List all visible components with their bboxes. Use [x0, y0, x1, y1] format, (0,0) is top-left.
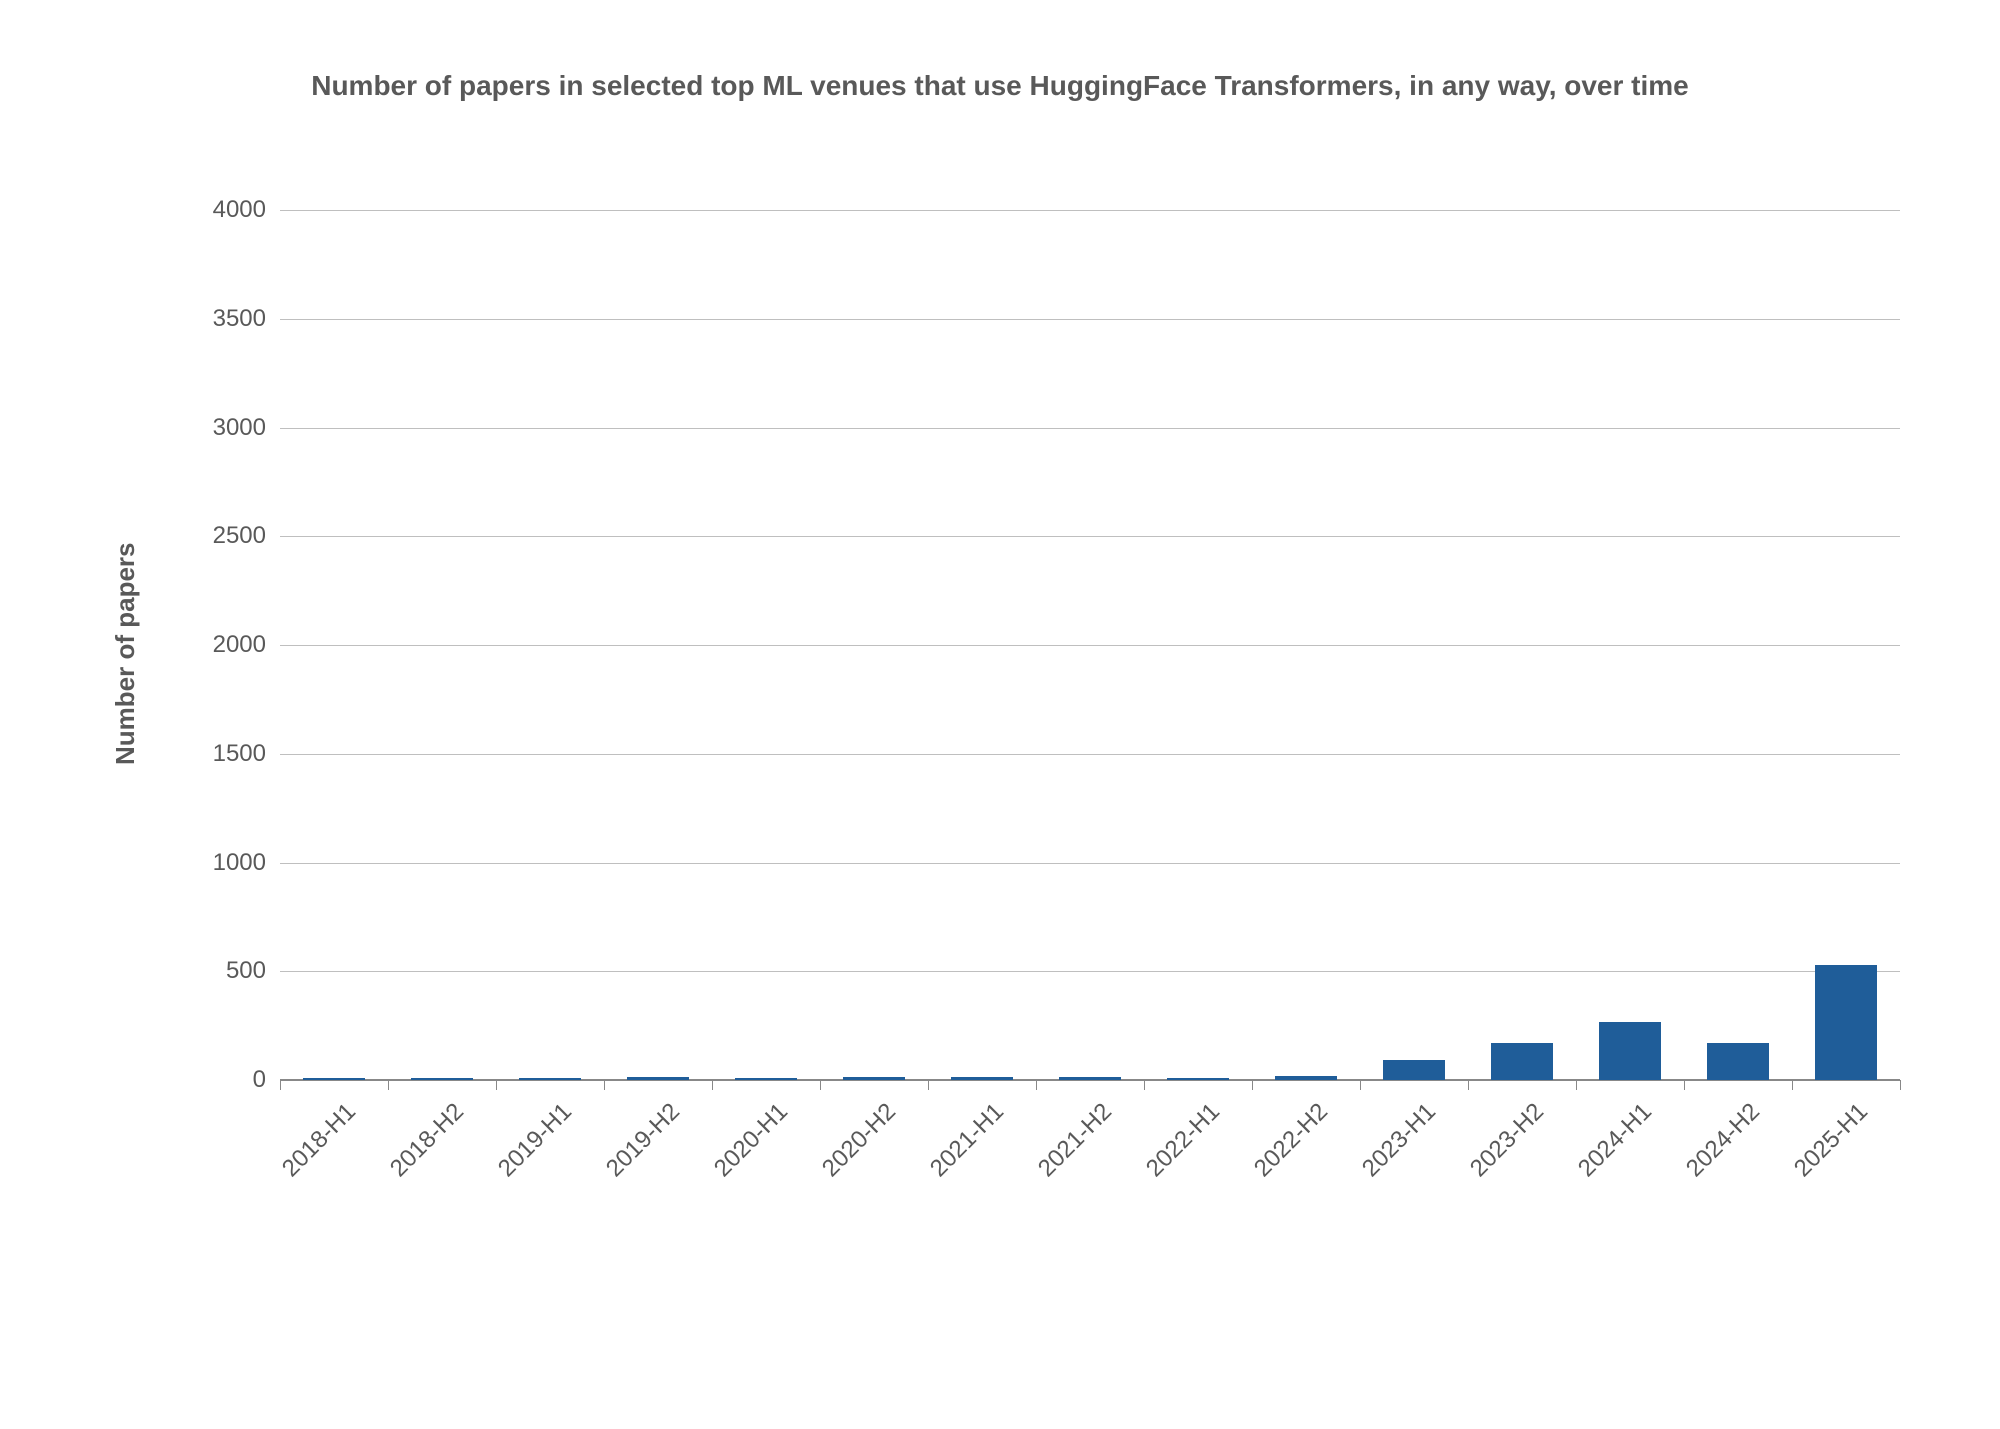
bar: [1707, 1043, 1770, 1080]
bar: [843, 1077, 906, 1080]
y-axis-title: Number of papers: [110, 543, 141, 766]
x-tick: [1252, 1080, 1253, 1090]
x-tick: [604, 1080, 605, 1090]
grid-line: [280, 428, 1900, 429]
x-tick: [1036, 1080, 1037, 1090]
x-tick: [280, 1080, 281, 1090]
chart-title: Number of papers in selected top ML venu…: [0, 70, 2000, 102]
bar: [1815, 965, 1878, 1080]
x-tick-label: 2025-H1: [1789, 1098, 1874, 1183]
bar: [1167, 1078, 1230, 1080]
x-tick: [1684, 1080, 1685, 1090]
bar: [1383, 1060, 1446, 1080]
x-tick-label: 2020-H1: [709, 1098, 794, 1183]
x-tick-label: 2019-H1: [493, 1098, 578, 1183]
x-tick-label: 2023-H2: [1465, 1098, 1550, 1183]
x-tick-label: 2021-H2: [1033, 1098, 1118, 1183]
grid-line: [280, 210, 1900, 211]
chart-container: Number of papers in selected top ML venu…: [0, 0, 2000, 1429]
x-tick: [1576, 1080, 1577, 1090]
x-tick: [1792, 1080, 1793, 1090]
bar: [519, 1078, 582, 1080]
x-tick-label: 2019-H2: [601, 1098, 686, 1183]
y-tick-label: 0: [253, 1066, 280, 1094]
x-tick-label: 2018-H1: [277, 1098, 362, 1183]
bar: [1599, 1022, 1662, 1080]
y-tick-label: 500: [226, 957, 280, 985]
grid-line: [280, 971, 1900, 972]
bar: [1491, 1043, 1554, 1080]
x-tick: [928, 1080, 929, 1090]
x-tick: [1360, 1080, 1361, 1090]
grid-line: [280, 754, 1900, 755]
x-tick: [712, 1080, 713, 1090]
x-tick-label: 2024-H2: [1681, 1098, 1766, 1183]
x-tick: [1468, 1080, 1469, 1090]
x-tick-label: 2023-H1: [1357, 1098, 1442, 1183]
x-tick-label: 2022-H1: [1141, 1098, 1226, 1183]
bar: [951, 1077, 1014, 1080]
y-tick-label: 4000: [213, 196, 280, 224]
grid-line: [280, 863, 1900, 864]
x-tick-label: 2018-H2: [385, 1098, 470, 1183]
bar: [1059, 1077, 1122, 1080]
x-tick: [1144, 1080, 1145, 1090]
bar: [735, 1078, 798, 1080]
x-tick-label: 2021-H1: [925, 1098, 1010, 1183]
x-tick: [820, 1080, 821, 1090]
x-tick-label: 2020-H2: [817, 1098, 902, 1183]
x-tick-label: 2024-H1: [1573, 1098, 1658, 1183]
bar: [411, 1078, 474, 1080]
x-tick: [388, 1080, 389, 1090]
x-tick: [496, 1080, 497, 1090]
grid-line: [280, 319, 1900, 320]
plot-area: 050010001500200025003000350040002018-H12…: [280, 210, 1900, 1080]
grid-line: [280, 645, 1900, 646]
x-tick-label: 2022-H2: [1249, 1098, 1334, 1183]
y-tick-label: 3000: [213, 414, 280, 442]
y-tick-label: 2000: [213, 631, 280, 659]
bar: [627, 1077, 690, 1080]
y-tick-label: 1000: [213, 849, 280, 877]
grid-line: [280, 536, 1900, 537]
bar: [303, 1078, 366, 1080]
x-tick: [1900, 1080, 1901, 1090]
y-tick-label: 1500: [213, 740, 280, 768]
y-tick-label: 3500: [213, 305, 280, 333]
bar: [1275, 1076, 1338, 1080]
y-tick-label: 2500: [213, 522, 280, 550]
